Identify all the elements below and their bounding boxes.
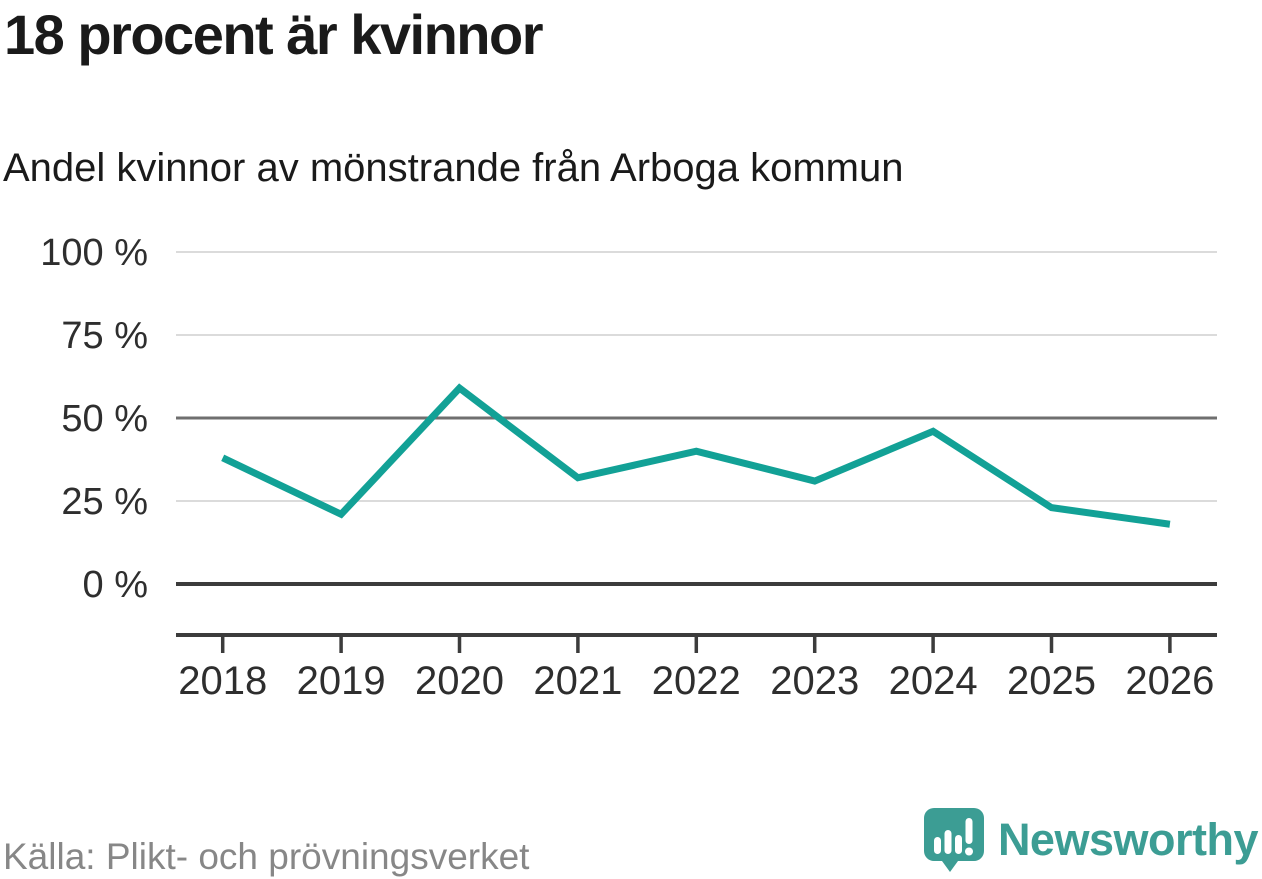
chart-title: 18 procent är kvinnor [4, 3, 544, 66]
data-line-andel-kvinnor [221, 383, 1171, 528]
x-tick-label: 2021 [533, 659, 622, 703]
line-chart: 0 % 25 % 50 % 75 % 100 % 2018 2019 2020 2021 2022… [40, 232, 1217, 703]
x-tick-label: 2019 [297, 659, 386, 703]
newsworthy-brand: Newsworthy [923, 807, 1259, 873]
y-tick-label: 100 % [40, 232, 148, 274]
source-note: Källa: Plikt- och prövningsverket [3, 836, 530, 877]
x-tick-label: 2022 [652, 659, 741, 703]
y-tick-label: 50 % [61, 398, 148, 440]
newsworthy-wordmark: Newsworthy [997, 814, 1259, 865]
x-tick-label: 2023 [770, 659, 859, 703]
x-tick-label: 2026 [1125, 659, 1214, 703]
y-tick-label: 25 % [61, 481, 148, 523]
x-tick-label: 2025 [1007, 659, 1096, 703]
newsworthy-logo-icon [923, 808, 984, 872]
y-tick-label: 75 % [61, 315, 148, 357]
y-tick-label: 0 % [83, 564, 148, 606]
x-tick-label: 2024 [889, 659, 978, 703]
x-tick-label: 2018 [178, 659, 267, 703]
x-tick-label: 2020 [415, 659, 504, 703]
chart-subtitle: Andel kvinnor av mönstrande från Arboga … [3, 146, 904, 190]
